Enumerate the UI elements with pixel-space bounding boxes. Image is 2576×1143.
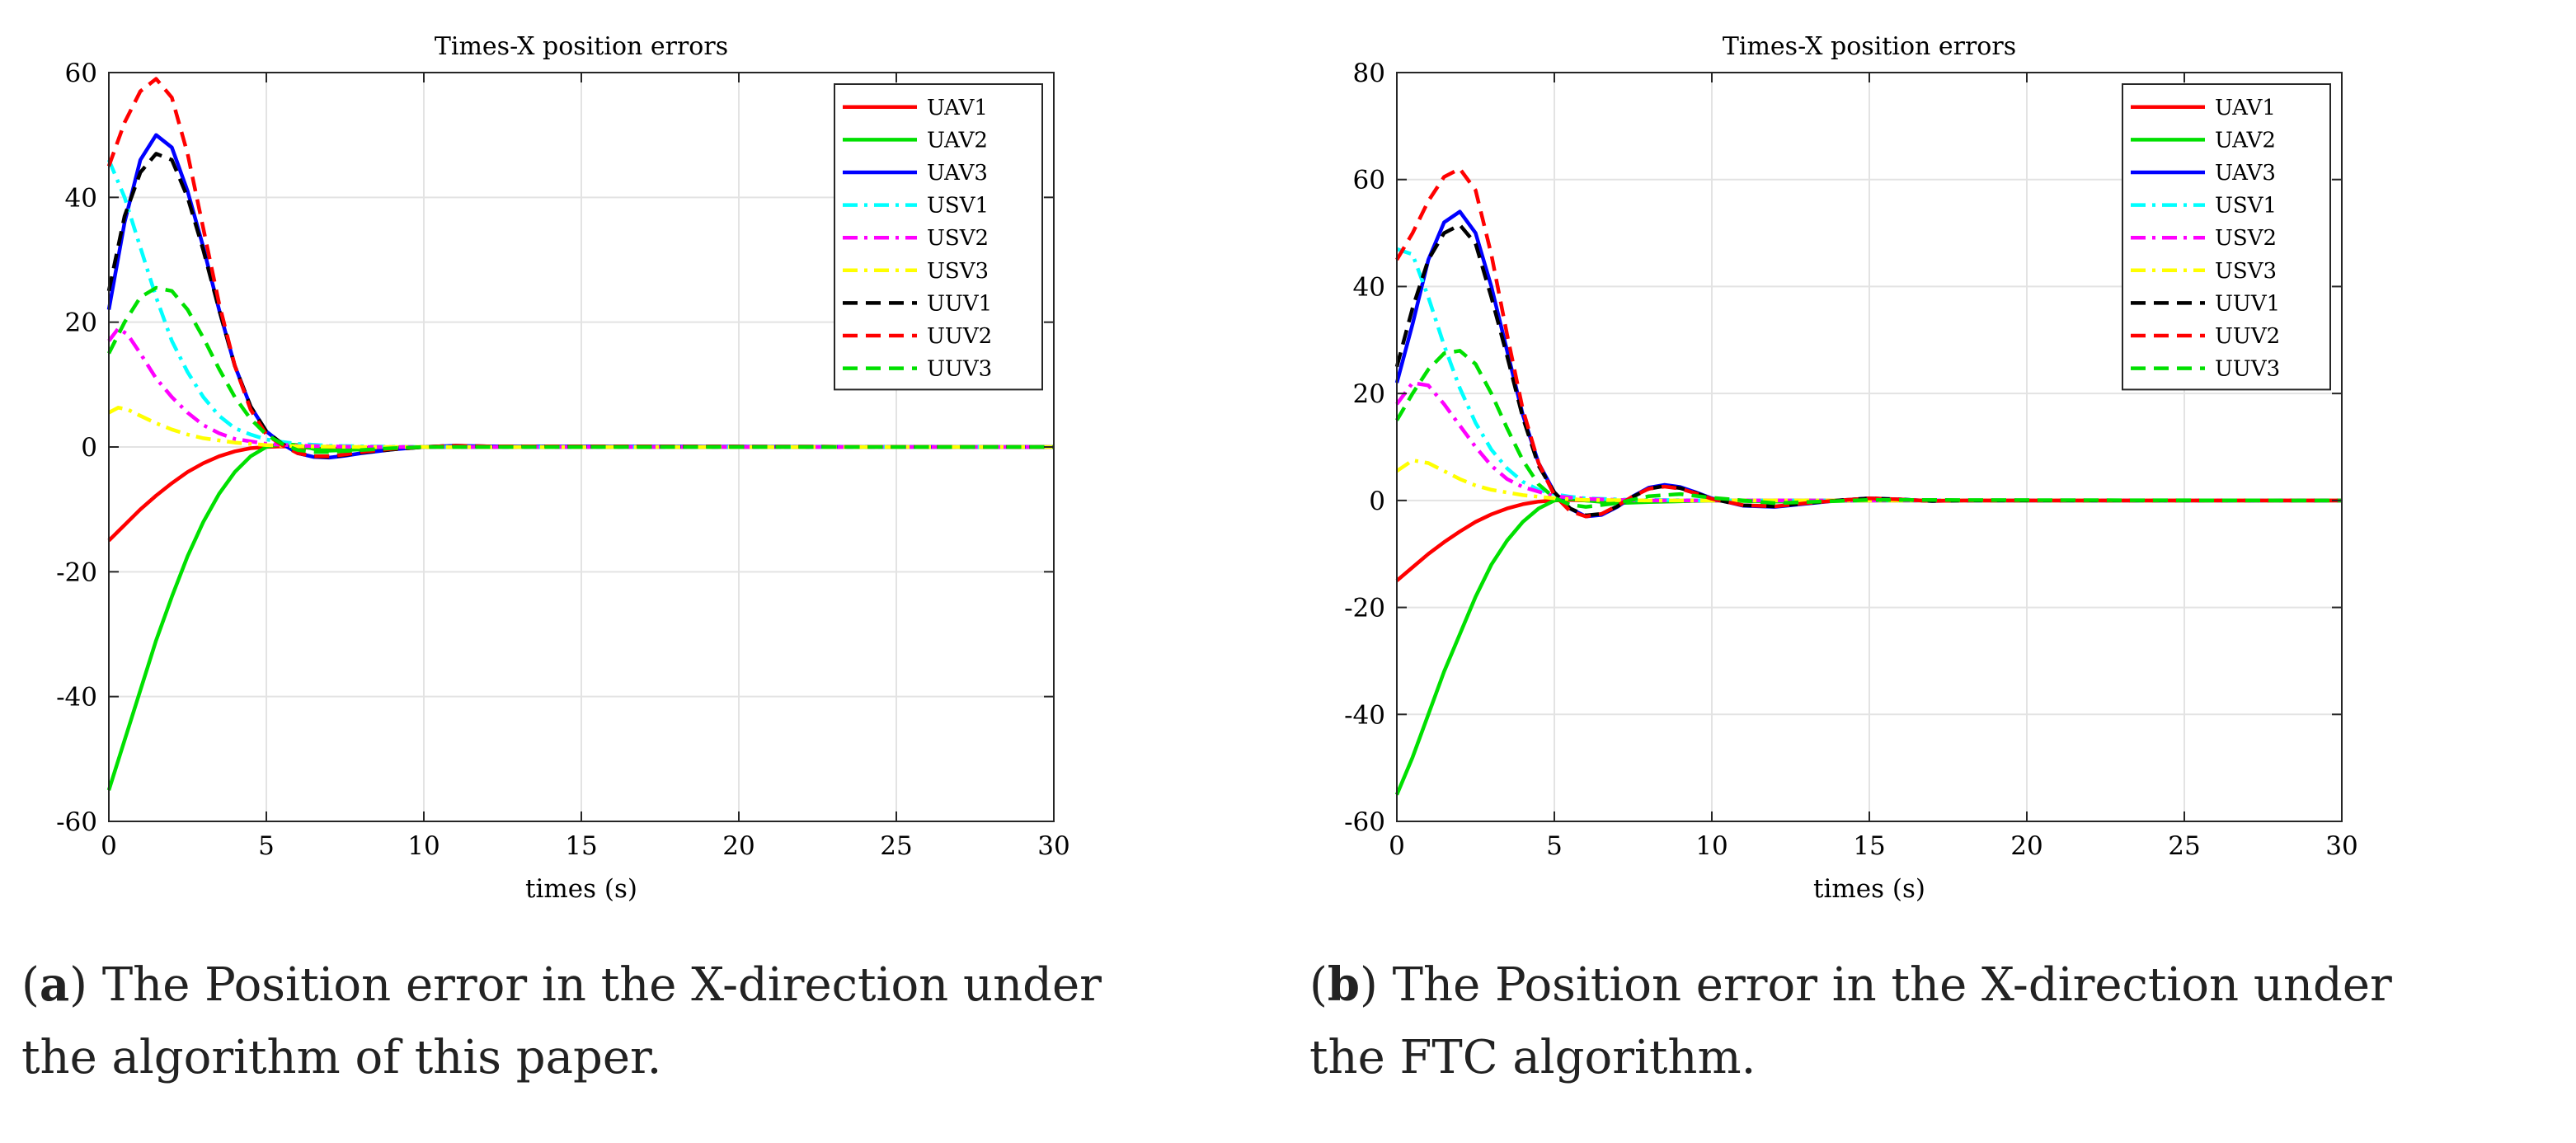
x-tick-label: 0 <box>1389 831 1405 861</box>
caption-b-label: b <box>1327 957 1361 1012</box>
chart-b: 0 5 10 15 20 25 30 -60 -40 -20 0 20 40 60 80 Times-X po… <box>1344 32 2358 904</box>
figure-panel-b: 0 5 10 15 20 25 30 -60 -40 -20 0 20 40 60 80 Times-X po… <box>1288 0 2576 1143</box>
series-line-uuv3 <box>1395 349 2343 509</box>
legend-label-uuv3: UUV3 <box>927 357 992 382</box>
legend-label-uav1: UAV1 <box>927 96 988 120</box>
y-tick-label: -60 <box>1344 807 1385 837</box>
x-tick-label: 15 <box>565 831 597 861</box>
legend-box <box>2122 83 2331 391</box>
chart-title: Times-X position errors <box>1723 32 2016 61</box>
legend-label-uav1: UAV1 <box>2215 96 2276 120</box>
x-tick-label: 20 <box>2010 831 2042 861</box>
legend-label-uuv2: UUV2 <box>927 324 992 349</box>
ticks: 0 5 10 15 20 25 30 -60 -40 -20 0 20 40 60 80 <box>1344 59 2358 861</box>
caption-a: (a) The Position error in the X-directio… <box>21 957 1102 1084</box>
x-tick-label: 25 <box>880 831 912 861</box>
y-tick-label: 20 <box>65 308 97 338</box>
y-tick-label: 20 <box>1353 379 1385 409</box>
legend-label-usv3: USV3 <box>2215 259 2277 284</box>
legend-label-usv2: USV2 <box>927 226 989 251</box>
legend-label-usv1: USV1 <box>2215 194 2277 219</box>
x-tick-label: 15 <box>1853 831 1885 861</box>
y-tick-label: 40 <box>65 183 97 213</box>
x-tick-label: 10 <box>407 831 440 861</box>
legend-label-usv1: USV1 <box>927 194 989 219</box>
series-line-usv3 <box>1395 458 2342 503</box>
ticks: 0 5 10 15 20 25 30 -60 -40 -20 0 20 40 60 <box>56 59 1070 861</box>
legend-label-uuv3: UUV3 <box>2215 357 2280 382</box>
x-axis-label: times (s) <box>525 874 637 904</box>
caption-a-label: a <box>39 957 70 1012</box>
y-tick-label: -40 <box>56 683 97 713</box>
series-line-usv2 <box>1395 380 2342 503</box>
y-tick-label: -40 <box>1344 700 1385 730</box>
legend-label-uuv1: UUV1 <box>2215 291 2280 316</box>
y-tick-label: 40 <box>1353 272 1385 302</box>
legend-label-uav2: UAV2 <box>927 128 988 153</box>
legend: UAV1 UAV2 UAV3 USV1 USV2 USV3 UUV1 UUV2 UUV3 <box>834 83 1043 391</box>
chart-a: 0 5 10 15 20 25 30 -60 -40 -20 0 20 40 60 Times-X posi… <box>56 32 1070 904</box>
legend-box <box>834 83 1043 391</box>
y-tick-label: 0 <box>81 433 97 463</box>
legend-label-uav3: UAV3 <box>2215 161 2276 186</box>
x-tick-label: 0 <box>101 831 117 861</box>
x-axis-label: times (s) <box>1813 874 1925 904</box>
caption-b: (b) The Position error in the X-directio… <box>1309 957 2392 1084</box>
y-tick-label: -20 <box>56 557 97 587</box>
x-tick-label: 5 <box>258 831 275 861</box>
x-tick-label: 30 <box>2325 831 2357 861</box>
caption-b-line2: the FTC algorithm. <box>1309 1031 1756 1084</box>
y-tick-label: 60 <box>65 59 97 88</box>
x-tick-label: 30 <box>1037 831 1069 861</box>
series-line-usv3 <box>107 406 1054 449</box>
caption-a-line1: The Position error in the X-direction un… <box>87 958 1102 1012</box>
series-line-uuv3 <box>106 285 1054 454</box>
legend-label-uav2: UAV2 <box>2215 128 2276 153</box>
legend-label-uuv1: UUV1 <box>927 291 992 316</box>
series-lines <box>106 77 1055 791</box>
chart-title: Times-X position errors <box>435 32 728 61</box>
x-tick-label: 20 <box>722 831 754 861</box>
y-tick-label: -60 <box>56 807 97 837</box>
legend: UAV1 UAV2 UAV3 USV1 USV2 USV3 UUV1 UUV2 UUV3 <box>2122 83 2331 391</box>
legend-label-usv3: USV3 <box>927 259 989 284</box>
legend-label-uav3: UAV3 <box>927 161 988 186</box>
legend-label-usv2: USV2 <box>2215 226 2277 251</box>
y-tick-label: 80 <box>1353 59 1385 88</box>
x-tick-label: 10 <box>1695 831 1728 861</box>
figure-panel-a: 0 5 10 15 20 25 30 -60 -40 -20 0 20 40 60 Times-X posi… <box>21 32 1102 1084</box>
series-lines <box>1394 167 2343 796</box>
caption-b-line1: The Position error in the X-direction un… <box>1377 958 2392 1012</box>
y-tick-label: 60 <box>1353 166 1385 195</box>
caption-a-line2: the algorithm of this paper. <box>21 1031 662 1084</box>
x-tick-label: 5 <box>1546 831 1563 861</box>
y-tick-label: -20 <box>1344 594 1385 623</box>
x-tick-label: 25 <box>2168 831 2200 861</box>
legend-label-uuv2: UUV2 <box>2215 324 2280 349</box>
y-tick-label: 0 <box>1369 487 1385 516</box>
